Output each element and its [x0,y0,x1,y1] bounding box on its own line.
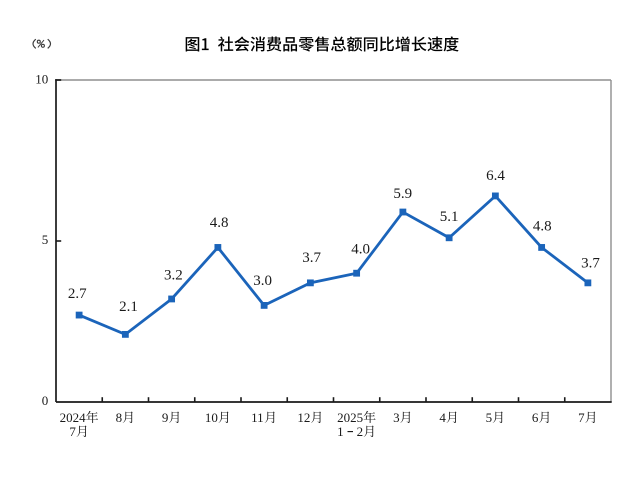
svg-text:7: 7 [69,424,76,439]
svg-text:9: 9 [162,410,169,425]
svg-text:3.7: 3.7 [581,256,600,272]
svg-text:0: 0 [42,393,49,408]
svg-text:4.0: 4.0 [351,242,370,258]
svg-text:10: 10 [205,410,218,425]
svg-text:6.4: 6.4 [486,168,505,184]
svg-text:2.7: 2.7 [68,286,87,302]
svg-text:1: 1 [337,424,344,439]
svg-text:5.1: 5.1 [440,209,459,225]
svg-text:5: 5 [486,410,493,425]
svg-text:6: 6 [532,410,539,425]
svg-text:2025: 2025 [337,410,363,425]
svg-text:2024: 2024 [60,410,87,425]
svg-text:3: 3 [393,410,400,425]
svg-text:5: 5 [42,232,49,247]
svg-text:12: 12 [297,410,310,425]
svg-text:3.7: 3.7 [302,250,321,266]
svg-text:4: 4 [439,410,446,425]
svg-text:4.8: 4.8 [210,215,229,231]
svg-text:3.0: 3.0 [253,273,272,289]
svg-text:7: 7 [578,410,585,425]
svg-text:2: 2 [357,424,364,439]
svg-text:4.8: 4.8 [533,219,552,235]
svg-text:2.1: 2.1 [119,299,138,315]
svg-text:10: 10 [35,71,48,86]
svg-text:8: 8 [116,410,123,425]
svg-text:5.9: 5.9 [393,186,412,202]
svg-text:3.2: 3.2 [164,268,183,284]
svg-text:11: 11 [251,410,264,425]
